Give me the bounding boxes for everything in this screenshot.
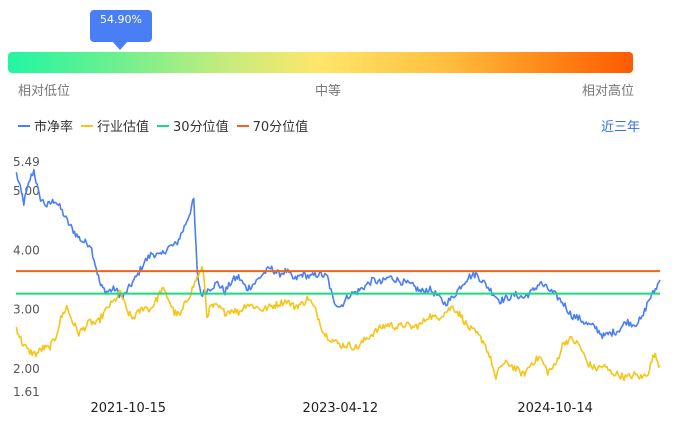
series-line-0 bbox=[15, 168, 661, 340]
chart-lines bbox=[15, 168, 661, 382]
scale-label-low: 相对低位 bbox=[18, 84, 71, 99]
scale-label-mid: 中等 bbox=[315, 84, 342, 99]
legend-label-p30: 30分位值 bbox=[173, 120, 229, 135]
legend-item-pb[interactable]: 市净率 bbox=[18, 116, 73, 135]
y-tick-label: 3.00 bbox=[13, 303, 40, 317]
x-axis: 2021-10-15 2023-04-12 2024-10-14 bbox=[90, 401, 592, 416]
y-tick-label: 4.00 bbox=[13, 243, 40, 257]
percentile-gradient-bar bbox=[8, 52, 633, 73]
legend-label-pb: 市净率 bbox=[34, 120, 74, 135]
range-selector-three-years[interactable]: 近三年 bbox=[600, 120, 640, 135]
chart-legend: 市净率 行业估值 30分位值 70分位值 bbox=[18, 116, 316, 135]
legend-item-p70[interactable]: 70分位值 bbox=[236, 116, 309, 135]
y-tick-label: 1.61 bbox=[13, 385, 40, 399]
percentile-tooltip: 54.90% bbox=[90, 10, 152, 42]
y-tick-label: 5.49 bbox=[13, 155, 40, 169]
x-tick-label: 2021-10-15 bbox=[90, 401, 166, 416]
legend-swatch-pb bbox=[18, 124, 30, 127]
legend-item-p30[interactable]: 30分位值 bbox=[157, 116, 229, 135]
legend-swatch-industry bbox=[81, 124, 94, 127]
percentile-value-label: 54.90% bbox=[100, 13, 142, 26]
x-tick-label: 2024-10-14 bbox=[517, 401, 593, 416]
legend-label-industry: 行业估值 bbox=[97, 120, 150, 135]
legend-swatch-p70 bbox=[236, 124, 249, 127]
legend-item-industry[interactable]: 行业估值 bbox=[81, 116, 149, 135]
legend-label-p70: 70分位值 bbox=[252, 120, 309, 135]
legend-swatch-p30 bbox=[157, 124, 170, 127]
scale-label-high: 相对高位 bbox=[582, 84, 635, 99]
series-line-1 bbox=[15, 265, 661, 382]
tooltip-arrow bbox=[112, 41, 128, 50]
x-tick-label: 2023-04-12 bbox=[303, 401, 379, 416]
y-axis: 1.612.003.004.005.005.49 bbox=[13, 155, 40, 399]
y-tick-label: 2.00 bbox=[13, 362, 40, 376]
